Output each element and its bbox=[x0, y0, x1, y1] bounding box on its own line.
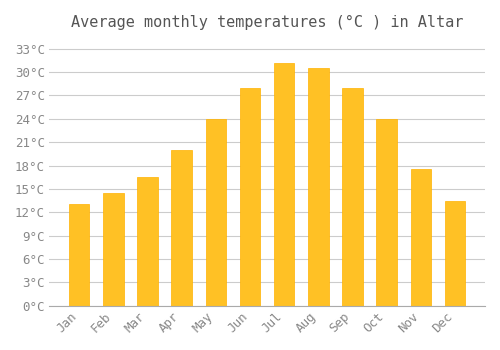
Bar bbox=[69, 204, 89, 306]
Bar bbox=[103, 193, 124, 306]
Bar bbox=[342, 88, 362, 306]
Bar bbox=[240, 88, 260, 306]
Bar bbox=[138, 177, 158, 306]
Bar bbox=[172, 150, 192, 306]
Bar bbox=[376, 119, 397, 306]
Bar bbox=[274, 63, 294, 306]
Bar bbox=[444, 201, 465, 306]
Bar bbox=[308, 68, 328, 306]
Bar bbox=[410, 169, 431, 306]
Title: Average monthly temperatures (°C ) in Altar: Average monthly temperatures (°C ) in Al… bbox=[71, 15, 464, 30]
Bar bbox=[206, 119, 226, 306]
